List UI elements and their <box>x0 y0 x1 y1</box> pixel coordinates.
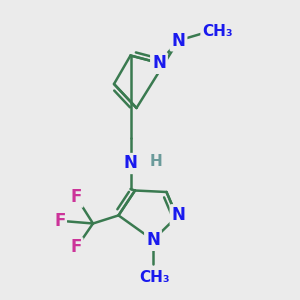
Text: CH₃: CH₃ <box>202 24 233 39</box>
Text: N: N <box>146 231 160 249</box>
Text: H: H <box>150 154 162 169</box>
Text: N: N <box>172 32 185 50</box>
Text: N: N <box>172 206 185 224</box>
Text: CH₃: CH₃ <box>139 270 170 285</box>
Text: N: N <box>124 154 137 172</box>
Text: N: N <box>152 54 166 72</box>
Text: F: F <box>71 188 82 206</box>
Text: F: F <box>54 212 66 230</box>
Text: F: F <box>71 238 82 256</box>
